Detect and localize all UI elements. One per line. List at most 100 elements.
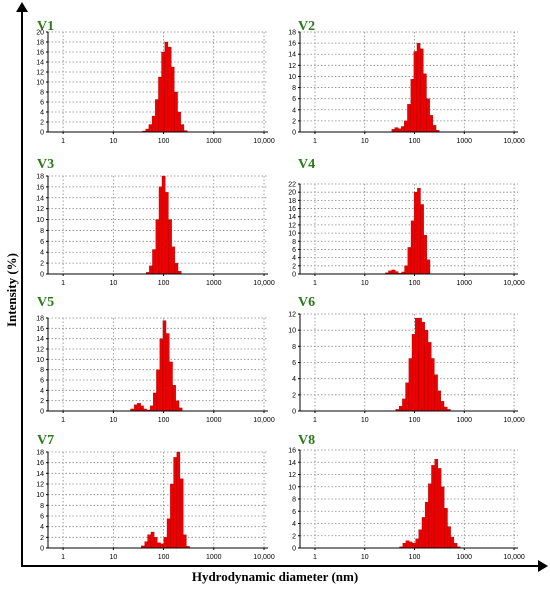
histogram-bar — [443, 406, 448, 412]
y-tick-label: 4 — [292, 521, 296, 528]
histogram-bar — [437, 390, 441, 412]
histogram-bar — [426, 259, 431, 275]
x-tick-label: 1 — [61, 417, 65, 424]
panel-title: V1 — [37, 19, 54, 34]
histogram-bar — [408, 358, 413, 412]
y-tick-label: 6 — [40, 514, 44, 521]
x-tick-label: 10 — [109, 138, 117, 145]
y-tick-label: 0 — [292, 409, 296, 416]
histogram-bar — [150, 531, 155, 549]
histogram-bar — [407, 104, 411, 133]
histogram-bar — [423, 234, 428, 275]
y-tick-label: 12 — [288, 63, 296, 70]
y-tick-label: 16 — [36, 326, 44, 333]
y-tick-label: 0 — [40, 546, 44, 553]
x-tick-label: 10,000 — [253, 280, 275, 287]
y-tick-label: 6 — [292, 247, 296, 254]
chart-panel-1: V1 0 2 4 6 8 10 12 14 16 18 20 1 10 100 1000 10,000 — [36, 19, 275, 145]
histogram-bar — [171, 246, 176, 275]
histogram-bar — [391, 269, 396, 275]
y-tick-label: 6 — [40, 100, 44, 107]
histogram-bar — [175, 400, 180, 412]
histogram-bar — [162, 320, 167, 412]
histogram-bar — [176, 451, 181, 549]
panel-title: V7 — [37, 433, 54, 448]
y-axis-label: Intensity (%) — [4, 252, 19, 328]
histogram-bar — [416, 42, 421, 133]
x-tick-label: 1 — [61, 280, 65, 287]
x-tick-label: 10 — [361, 138, 369, 145]
histogram-bar — [404, 120, 408, 133]
y-tick-label: 14 — [36, 60, 44, 67]
outer-y-arrowhead — [16, 2, 28, 12]
y-tick-label: 4 — [292, 255, 296, 262]
histogram-bar — [173, 457, 177, 549]
x-tick-label: 10,000 — [503, 417, 525, 424]
histogram-bar — [165, 192, 169, 275]
panel-title: V4 — [298, 157, 315, 172]
y-tick-label: 10 — [36, 80, 44, 87]
histogram-bar — [161, 175, 166, 275]
y-tick-label: 16 — [288, 41, 296, 48]
x-tick-label: 1000 — [457, 138, 473, 145]
histogram-bar — [423, 73, 427, 133]
histogram-bar — [147, 534, 152, 549]
chart-panel-8: V8 0 2 4 6 8 10 12 14 16 1 10 100 1000 10,000 — [288, 433, 525, 561]
x-tick-label: 10 — [361, 417, 369, 424]
panel-title: V2 — [298, 19, 315, 34]
panel-title: V8 — [298, 433, 315, 448]
histogram-bar — [137, 403, 141, 412]
histogram-bar — [413, 51, 418, 133]
chart-panel-6: V6 0 2 4 6 8 10 12 1 10 100 1000 10,000 — [288, 295, 525, 424]
histogram-bar — [160, 543, 164, 549]
y-tick-label: 4 — [40, 524, 44, 531]
panel-title: V5 — [37, 295, 54, 310]
histogram-bar — [426, 98, 430, 133]
histogram-bar — [402, 542, 407, 549]
x-tick-label: 100 — [409, 280, 421, 287]
histogram-bar — [172, 385, 176, 412]
y-tick-label: 2 — [40, 261, 44, 268]
y-tick-label: 14 — [36, 471, 44, 478]
y-tick-label: 4 — [40, 250, 44, 257]
x-tick-label: 1 — [313, 280, 317, 287]
y-tick-label: 10 — [36, 357, 44, 364]
histogram-bar — [432, 125, 437, 133]
x-tick-label: 100 — [158, 417, 170, 424]
y-tick-label: 8 — [292, 497, 296, 504]
histogram-bar — [157, 542, 161, 549]
histogram-bar — [183, 534, 187, 549]
y-tick-label: 2 — [292, 392, 296, 399]
histogram-bar — [437, 468, 442, 549]
x-tick-label: 10,000 — [253, 554, 275, 561]
x-tick-label: 10 — [361, 280, 369, 287]
x-tick-label: 1 — [313, 554, 317, 561]
histogram-bar — [168, 219, 172, 275]
x-tick-label: 100 — [409, 417, 421, 424]
histogram-bar — [165, 333, 170, 412]
y-tick-label: 16 — [36, 50, 44, 57]
x-tick-label: 10,000 — [503, 280, 525, 287]
panel-title: V3 — [37, 157, 54, 172]
histogram-bar — [415, 317, 419, 412]
x-tick-label: 1 — [313, 417, 317, 424]
y-tick-label: 22 — [288, 182, 296, 189]
histogram-bar — [429, 115, 434, 133]
x-tick-label: 10,000 — [253, 138, 275, 145]
histogram-bar — [156, 369, 160, 412]
x-tick-label: 10,000 — [503, 554, 525, 561]
histogram-bar — [412, 542, 416, 549]
y-tick-label: 10 — [288, 328, 296, 335]
histogram-bar — [180, 124, 185, 133]
y-tick-label: 10 — [36, 217, 44, 224]
histogram-bar — [417, 187, 421, 275]
x-tick-label: 1000 — [457, 417, 473, 424]
histogram-bar — [420, 48, 424, 133]
histogram-bar — [405, 382, 410, 412]
y-tick-label: 2 — [40, 398, 44, 405]
histogram-bar — [440, 401, 445, 412]
histogram-bar — [171, 66, 175, 133]
histogram-bar — [154, 537, 158, 549]
y-tick-label: 18 — [36, 316, 44, 323]
